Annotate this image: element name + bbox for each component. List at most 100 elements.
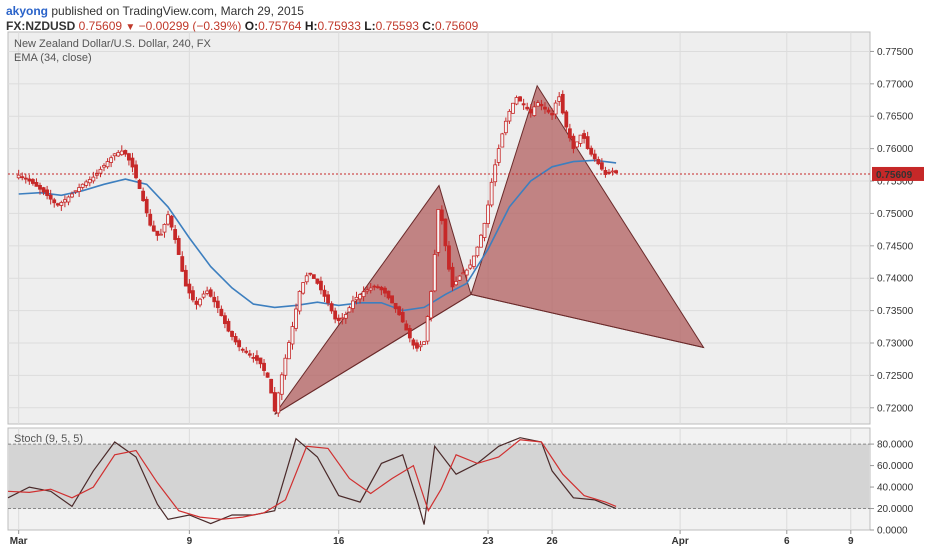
- candle-body: [553, 102, 558, 115]
- candle-body: [59, 202, 64, 206]
- candle-body: [479, 234, 483, 248]
- stoch-legend: Stoch (9, 5, 5): [14, 433, 83, 445]
- candle-body: [311, 274, 316, 279]
- candle-body: [308, 272, 313, 275]
- candle-body: [447, 245, 451, 270]
- candle-body: [550, 112, 554, 116]
- candle-body: [607, 171, 611, 174]
- last-price-tag-label: 0.75609: [876, 170, 913, 181]
- candle-body: [27, 178, 32, 182]
- price-tick-label: 0.73000: [877, 339, 914, 350]
- candle-body: [134, 164, 138, 179]
- open-value: 0.75764: [258, 19, 302, 33]
- stoch-band: [8, 443, 870, 510]
- harmonic-pattern[interactable]: [274, 84, 705, 415]
- candle-body: [144, 198, 149, 214]
- time-tick-label: 6: [784, 536, 790, 547]
- candle-body: [141, 190, 146, 201]
- candle-body: [276, 392, 281, 414]
- candle-body: [20, 176, 25, 179]
- candle-body: [383, 287, 387, 294]
- candle-body: [38, 184, 42, 190]
- candle-body: [109, 157, 114, 163]
- candle-body: [500, 133, 505, 148]
- candle-body: [571, 135, 576, 150]
- candle-body: [407, 328, 412, 339]
- stoch-tick-label: 80.0000: [877, 440, 914, 451]
- candle-body: [397, 306, 402, 316]
- candle-body: [162, 224, 167, 233]
- candle-body: [450, 266, 455, 288]
- high-label: H:: [304, 19, 318, 33]
- author-link[interactable]: akyong: [6, 4, 49, 18]
- candle-body: [258, 357, 263, 365]
- candle-body: [180, 256, 185, 272]
- candle-body: [183, 269, 188, 287]
- price-axis[interactable]: 0.77500 0.77000 0.76500 0.76000 0.75500 0.750…: [870, 47, 924, 414]
- candle-body: [454, 281, 458, 286]
- ema-path: [18, 159, 617, 312]
- time-tick-label: Mar: [10, 536, 28, 547]
- low-label: L:: [364, 19, 376, 33]
- candle-body: [272, 392, 277, 412]
- price-tick-label: 0.72000: [877, 403, 914, 414]
- candle-body: [375, 286, 380, 289]
- candle-body: [589, 147, 594, 155]
- candle-body: [52, 199, 57, 204]
- chart-title: New Zealand Dollar/U.S. Dollar, 240, FX: [14, 38, 212, 50]
- time-tick-label: 9: [848, 536, 854, 547]
- candle-body: [518, 96, 522, 102]
- candle-body: [226, 320, 231, 332]
- stoch-tick-label: 20.0000: [877, 504, 914, 515]
- candle-body: [432, 254, 437, 292]
- candle-body: [45, 189, 50, 196]
- candle-body: [91, 176, 96, 182]
- candle-body: [230, 331, 234, 337]
- candle-body: [585, 136, 590, 149]
- candle-body: [507, 110, 512, 122]
- candle-body: [511, 102, 515, 114]
- stoch-band-fill: [9, 444, 869, 509]
- candle-body: [333, 310, 338, 320]
- stoch-tick-label: 0.0000: [877, 526, 908, 537]
- candle-body: [223, 315, 227, 325]
- stoch-axis[interactable]: 80.0000 60.0000 40.0000 20.0000 0.0000: [870, 440, 914, 537]
- candle-body: [457, 275, 462, 281]
- pattern-xb-leg: [274, 293, 472, 415]
- candle-body: [560, 93, 565, 114]
- candle-body: [486, 204, 490, 224]
- candle-body: [301, 282, 306, 294]
- candle-body: [482, 222, 487, 238]
- candle-body: [155, 230, 160, 236]
- candle-body: [468, 264, 473, 269]
- candle-body: [66, 196, 71, 203]
- candle-body: [208, 289, 213, 297]
- candle-body: [372, 285, 377, 288]
- candle-body: [30, 179, 35, 184]
- candle-body: [582, 133, 586, 139]
- candle-body: [322, 289, 327, 297]
- candle-body: [496, 148, 501, 163]
- candle-body: [283, 357, 288, 376]
- time-axis[interactable]: Mar 9 16 23 26 Apr 6 9: [10, 530, 854, 547]
- candle-body: [358, 294, 362, 300]
- change-value: −0.00299 (−0.39%): [138, 19, 242, 33]
- candle-body: [130, 157, 135, 168]
- price-tick-label: 0.76000: [877, 144, 914, 155]
- candle-body: [304, 275, 309, 283]
- high-value: 0.75933: [317, 19, 361, 33]
- low-value: 0.75593: [375, 19, 419, 33]
- price-tick-label: 0.72500: [877, 371, 914, 382]
- candle-body: [237, 340, 242, 348]
- candle-body: [336, 317, 341, 322]
- candle-body: [262, 362, 266, 371]
- price-tick-label: 0.74000: [877, 274, 914, 285]
- candle-body: [219, 308, 224, 317]
- candle-body: [34, 181, 39, 187]
- price-pane[interactable]: [7, 31, 871, 425]
- candle-body: [194, 300, 199, 305]
- candle-body: [279, 374, 284, 395]
- candle-body: [251, 356, 256, 359]
- close-label: C:: [422, 19, 435, 33]
